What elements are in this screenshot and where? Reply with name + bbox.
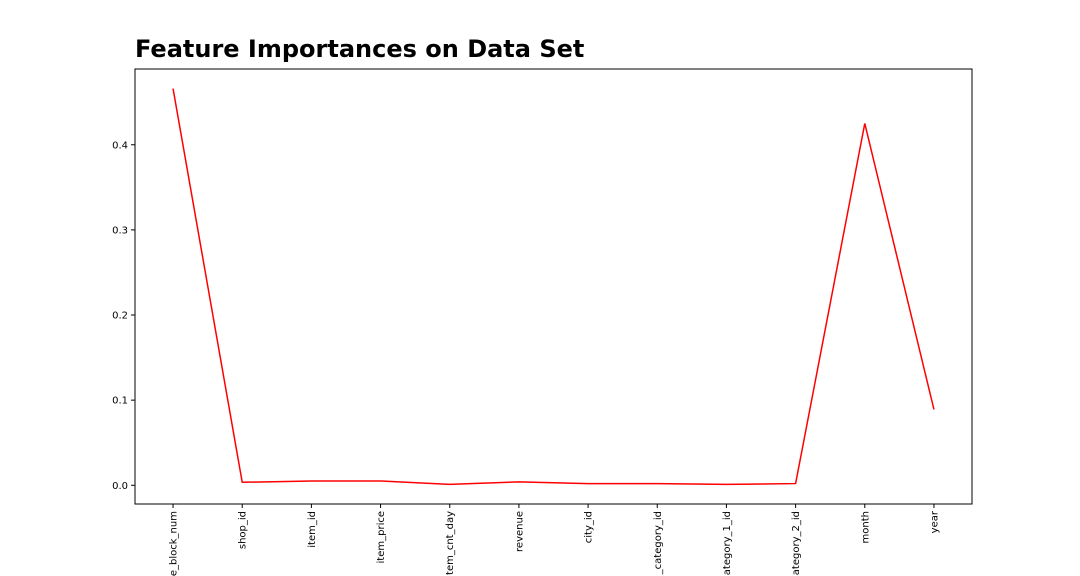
x-tick-label: ategory_2_id (791, 511, 802, 575)
x-tick-label: city_id (584, 511, 595, 543)
x-tick-label: year (929, 510, 940, 533)
chart-title: Feature Importances on Data Set (135, 35, 584, 63)
plot-frame (134, 68, 973, 505)
x-tick-label: month (860, 511, 871, 543)
x-tick-label: _category_id (653, 511, 664, 575)
line (172, 88, 935, 486)
x-tick-label: item_price (376, 511, 387, 563)
y-tick-label: 0.4 (112, 140, 128, 151)
y-tick-label: 0.1 (112, 396, 128, 407)
x-tick-label: e_block_num (169, 511, 180, 576)
x-tick-label: item_id (307, 511, 318, 548)
y-tick-label: 0.2 (112, 311, 128, 322)
x-tick-label: revenue (514, 511, 525, 552)
y-tick-label: 0.3 (112, 225, 128, 236)
y-tick-label: 0.0 (112, 481, 128, 492)
x-tick-label: shop_id (238, 511, 249, 549)
x-tick-label: ategory_1_id (722, 511, 733, 575)
x-tick-label: tem_cnt_day (445, 511, 456, 575)
